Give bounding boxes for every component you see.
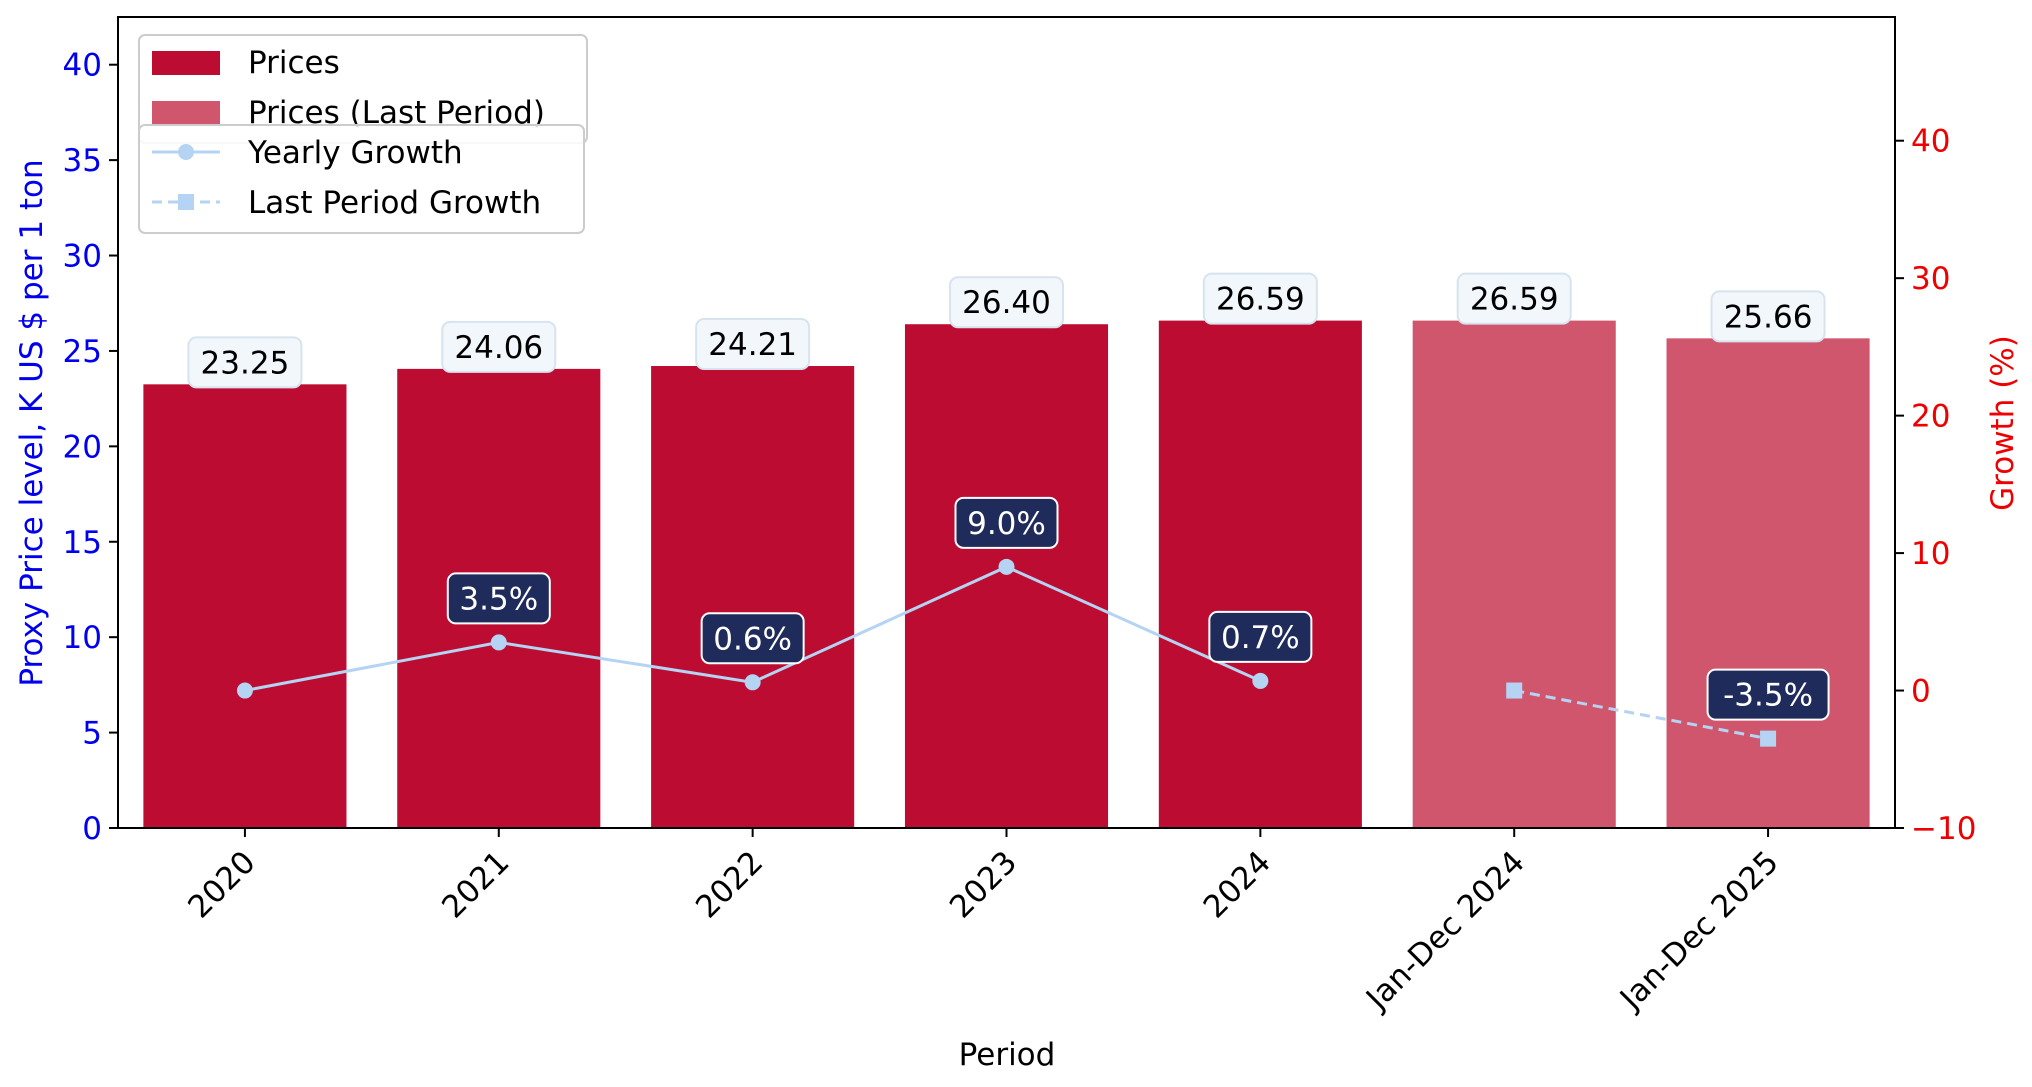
- bar-label-box-3-prices: [949, 276, 1064, 329]
- growth-label-yearly-2: 0.6%: [713, 621, 792, 657]
- legend-label-prices: Prices: [248, 45, 340, 81]
- growth-label-box-yearly-3: [954, 496, 1059, 549]
- bar-label-prices-1: 24.06: [454, 330, 543, 366]
- bar-prices-2: [651, 366, 855, 828]
- growth-marker-yearly-4: [1252, 672, 1269, 689]
- x-tick-label-1: 2021: [435, 844, 516, 925]
- legend-label-yearly: Yearly Growth: [247, 135, 463, 171]
- legend-marker-last: [178, 194, 194, 210]
- growth-label-last-6: -3.5%: [1723, 678, 1813, 714]
- y-right-tick-label-0: 0: [1911, 674, 1931, 710]
- legend-growth: Yearly Growth Last Period Growth: [138, 124, 585, 234]
- growth-marker-last-6: [1760, 730, 1777, 747]
- y-left-tick-label-35: 35: [63, 143, 102, 179]
- bar-prices-3: [904, 324, 1109, 828]
- growth-label-box-yearly-4: [1208, 610, 1313, 663]
- growth-marker-yearly-0: [236, 682, 253, 699]
- bar-labels-layer: 23.25 24.06 24.21 26.40 26.59 26.59 25.66: [187, 272, 1826, 389]
- y-right-tick-label-20: 20: [1911, 399, 1950, 435]
- y-left-tick-label-0: 0: [82, 811, 102, 847]
- x-tick-label-4: 2024: [1197, 844, 1278, 925]
- growth-line-last: [1513, 689, 1769, 741]
- x-tick-label-5: Jan-Dec 2024: [1358, 844, 1532, 1018]
- bar-label-prices-4: 26.59: [1216, 282, 1305, 318]
- y-left-tick-label-25: 25: [63, 334, 102, 370]
- legend-swatch-prices: [152, 51, 220, 75]
- growth-label-box-yearly-2: [700, 612, 805, 665]
- bar-label-box-1-prices: [441, 320, 557, 373]
- bar-label-box-2-prices: [695, 318, 811, 371]
- y-right-tick-label-40: 40: [1911, 124, 1950, 160]
- bar-label-prices-2: 24.21: [708, 327, 797, 363]
- bar-label-box-4-prices: [1202, 272, 1318, 325]
- y-right-tick-label--10: −10: [1911, 811, 1976, 847]
- bar-label-prices-0: 23.25: [201, 345, 290, 381]
- legend-marker-yearly: [178, 144, 194, 160]
- legend-swatch-prices-last: [152, 101, 220, 125]
- growth-label-yearly-1: 3.5%: [459, 581, 538, 617]
- bar-label-box-6-prices-last: [1710, 290, 1826, 343]
- bar-label-prices-last-5: 26.59: [1470, 282, 1559, 318]
- y-right-axis-title: Growth (%): [1985, 335, 2021, 511]
- y-left-tick-label-15: 15: [63, 525, 102, 561]
- growth-label-yearly-4: 0.7%: [1221, 620, 1300, 656]
- x-tick-label-2: 2022: [689, 844, 770, 925]
- growth-label-yearly-3: 9.0%: [967, 506, 1046, 542]
- bar-prices-last-5: [1412, 320, 1616, 828]
- bar-prices-4: [1158, 320, 1362, 828]
- growth-labels-layer: 3.5% 0.6% 9.0% 0.7% -3.5%: [446, 496, 1830, 721]
- growth-marker-last-5: [1506, 682, 1523, 699]
- y-left-tick-label-20: 20: [63, 429, 102, 465]
- legend-label-last: Last Period Growth: [248, 185, 541, 221]
- y-left-axis-title: Proxy Price level, K US $ per 1 ton: [14, 159, 50, 686]
- x-axis-title: Period: [959, 1037, 1056, 1073]
- growth-label-box-yearly-1: [446, 572, 551, 625]
- x-tick-label-3: 2023: [943, 844, 1024, 925]
- y-right-tick-label-10: 10: [1911, 536, 1950, 572]
- growth-marker-yearly-1: [490, 634, 507, 651]
- growth-marker-yearly-2: [744, 674, 761, 691]
- bars-layer: [143, 320, 1870, 828]
- x-tick-label-6: Jan-Dec 2025: [1612, 844, 1786, 1018]
- growth-marker-yearly-3: [998, 558, 1015, 575]
- growth-lines-layer: [236, 558, 1777, 747]
- y-left-tick-label-40: 40: [63, 48, 102, 84]
- y-right-tick-label-30: 30: [1911, 261, 1950, 297]
- y-left-tick-label-5: 5: [82, 716, 102, 752]
- bar-prices-last-6: [1666, 338, 1870, 828]
- y-left-tick-label-10: 10: [63, 620, 102, 656]
- bar-prices-0: [143, 384, 347, 828]
- y-left-tick-label-30: 30: [63, 239, 102, 275]
- bar-label-box-5-prices-last: [1456, 272, 1572, 325]
- bar-label-prices-last-6: 25.66: [1724, 299, 1813, 335]
- bar-label-prices-3: 26.40: [962, 285, 1051, 321]
- growth-label-box-last-6: [1706, 668, 1830, 721]
- x-tick-label-0: 2020: [181, 844, 262, 925]
- bar-label-box-0-prices: [187, 336, 303, 389]
